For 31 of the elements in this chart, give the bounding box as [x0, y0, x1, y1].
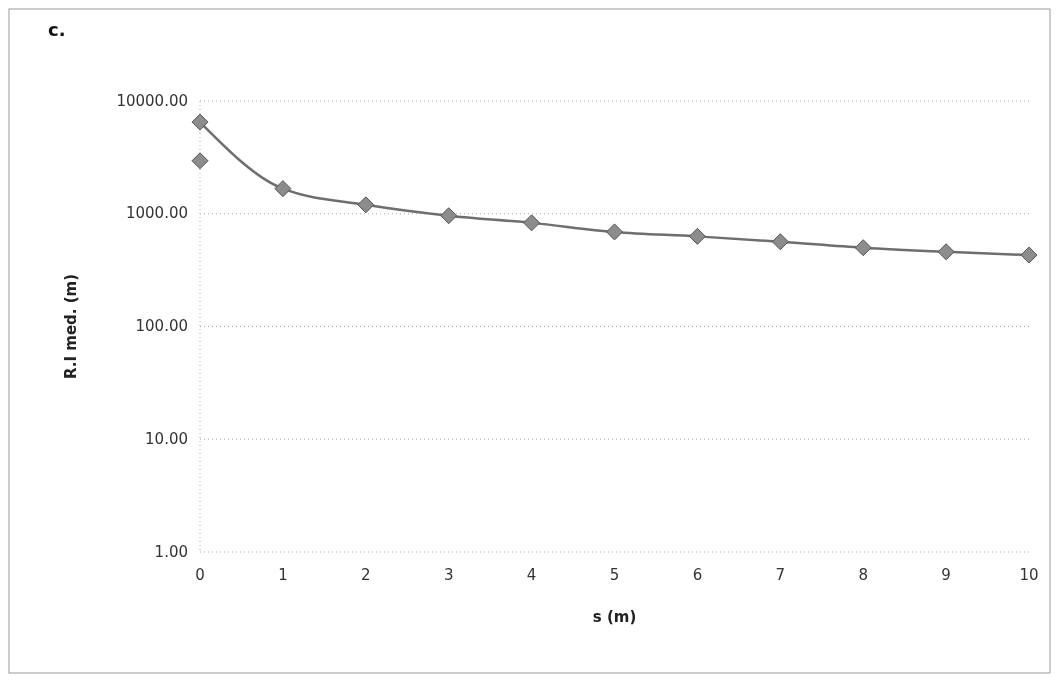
x-tick-label: 4: [526, 566, 537, 584]
point: [1020, 246, 1038, 264]
x-tick-label: 10: [1019, 566, 1039, 584]
chart-title: c.: [48, 19, 66, 40]
point: [606, 223, 623, 241]
point: [440, 207, 458, 225]
y-axis-title: R.I med. (m): [62, 273, 80, 380]
point: [523, 214, 541, 232]
x-tick-label: 3: [443, 566, 454, 584]
point: [937, 243, 955, 261]
point: [854, 239, 872, 257]
x-tick-label: 8: [858, 566, 868, 584]
x-tick-label: 2: [361, 566, 371, 584]
y-tick-label: 10000.00: [116, 91, 188, 110]
point: [191, 152, 209, 170]
y-tick-label: 1000.00: [125, 204, 188, 223]
y-tick-label: 10.00: [145, 429, 188, 448]
point: [274, 180, 292, 198]
point: [771, 233, 789, 251]
point: [688, 227, 706, 245]
x-tick-label: 9: [941, 566, 951, 584]
point: [191, 113, 209, 131]
x-tick-label: 0: [195, 566, 205, 584]
x-tick-label: 7: [775, 566, 786, 584]
x-tick-label: 6: [692, 566, 703, 584]
x-tick-label: 1: [278, 566, 288, 584]
point: [357, 196, 375, 214]
x-axis-title: s (m): [592, 608, 637, 626]
y-tick-label: 1.00: [154, 542, 188, 561]
x-tick-label: 5: [609, 566, 620, 584]
y-tick-label: 100.00: [135, 317, 188, 335]
